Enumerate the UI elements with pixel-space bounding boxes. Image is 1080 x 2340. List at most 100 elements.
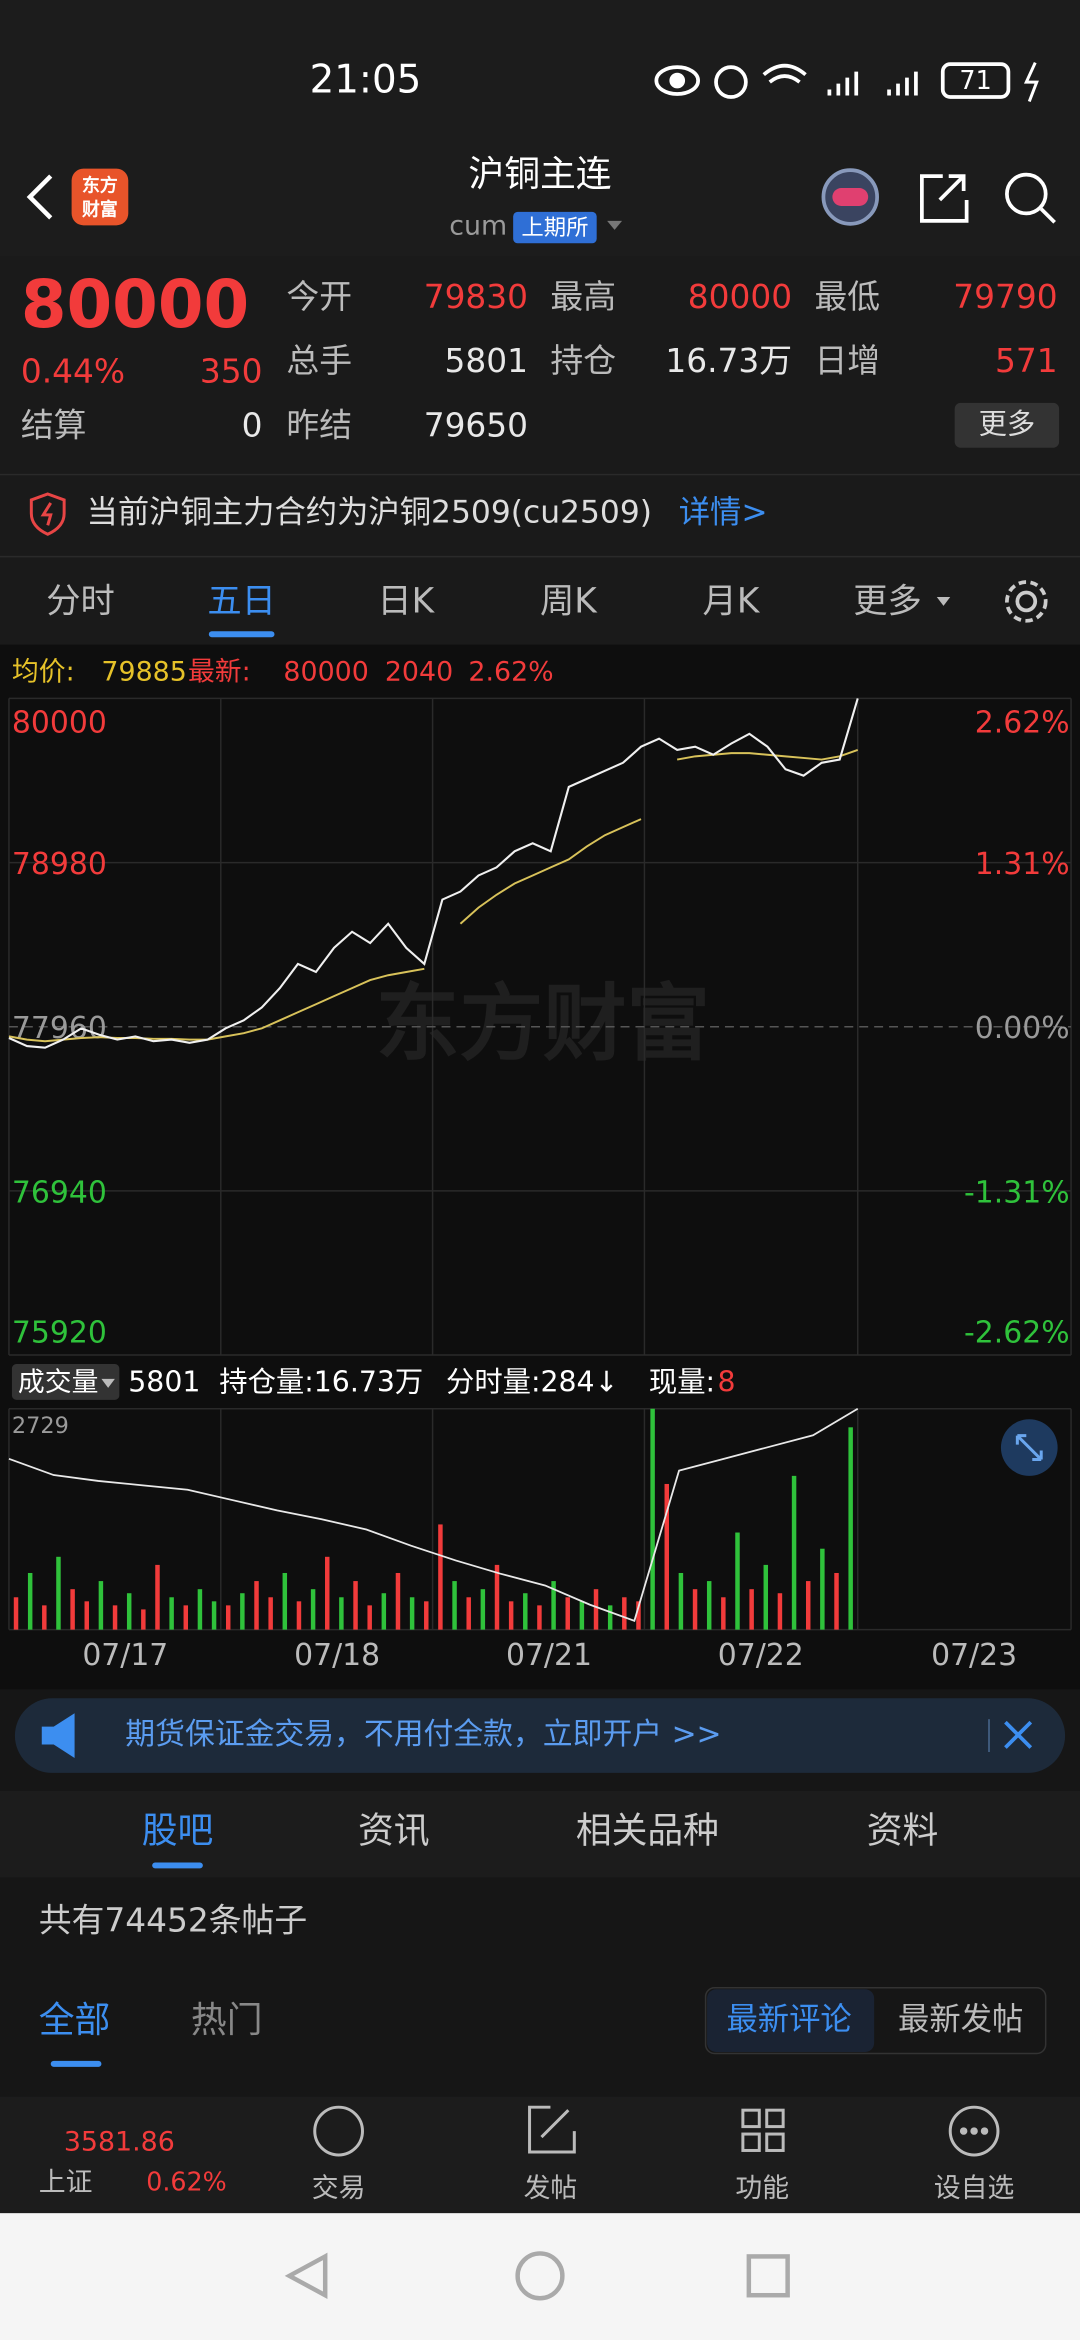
pct-label: 0.00% xyxy=(975,1011,1070,1046)
field-label: 日增 xyxy=(814,342,880,380)
index-pct: 0.62% xyxy=(146,2166,227,2196)
tab[interactable]: 周K xyxy=(540,581,598,621)
section-tab[interactable]: 相关品种 xyxy=(576,1811,719,1852)
exchange: 上期所 xyxy=(521,215,588,241)
x-tick-label: 07/23 xyxy=(931,1638,1017,1673)
field-label: 最低 xyxy=(814,278,880,316)
nav-item[interactable]: 交易 xyxy=(312,2173,366,2204)
volume-bar xyxy=(155,1564,160,1630)
field-value: 5801 xyxy=(445,342,528,380)
volume-bar xyxy=(197,1589,203,1630)
volume-bar xyxy=(494,1564,500,1630)
tab[interactable]: 五日 xyxy=(207,581,276,621)
volume-bar xyxy=(593,1589,599,1630)
field-value: 0 xyxy=(242,406,263,444)
section-underline xyxy=(152,1862,203,1869)
volume-bar xyxy=(325,1556,330,1630)
volume-bar xyxy=(692,1589,698,1630)
filter[interactable]: 全部 xyxy=(39,2000,111,2041)
field-value: 571 xyxy=(995,342,1058,380)
sort-option[interactable]: 最新评论 xyxy=(726,2002,851,2038)
pct-label: -1.31% xyxy=(964,1175,1070,1210)
sort-option[interactable]: 最新发帖 xyxy=(898,2002,1023,2038)
sort-toggle xyxy=(704,1987,1047,2055)
chart-info: 最新: xyxy=(188,657,251,688)
nav-icons xyxy=(313,2105,1000,2157)
nav-item[interactable]: 发帖 xyxy=(524,2173,578,2204)
volume-selector[interactable] xyxy=(11,1364,120,1400)
notice-text: 当前沪铜主力合约为沪铜2509(cu2509) xyxy=(87,494,652,530)
volume-bar xyxy=(664,1483,669,1630)
volume-bar xyxy=(706,1581,712,1630)
settings-icon[interactable] xyxy=(1005,580,1048,623)
tab[interactable]: 日K xyxy=(377,581,435,621)
volume-selector-label[interactable]: 成交量 xyxy=(18,1367,99,1398)
quote-bg xyxy=(0,256,1080,645)
page-title: 沪铜主连 xyxy=(468,154,611,195)
volume-bar xyxy=(56,1556,61,1630)
change-pct: 0.44% xyxy=(21,353,125,391)
volume-bar xyxy=(169,1597,174,1630)
volume-bar xyxy=(636,1601,641,1630)
index-value[interactable]: 3581.86 xyxy=(64,2127,175,2158)
volume-bar xyxy=(268,1597,273,1630)
notice-link[interactable]: 详情> xyxy=(679,494,768,530)
expand-button[interactable] xyxy=(1000,1419,1058,1476)
volume-bar xyxy=(424,1601,429,1630)
tab-underline xyxy=(208,631,275,638)
tab[interactable]: 更多 xyxy=(853,581,922,621)
section-tab[interactable]: 股吧 xyxy=(142,1811,214,1852)
volume-bar xyxy=(112,1605,118,1630)
watermark: 东方财富 xyxy=(376,975,710,1073)
volume-bar xyxy=(834,1572,839,1630)
chart-info: 均价: xyxy=(12,657,75,688)
more-button-label[interactable]: 更多 xyxy=(979,407,1036,440)
tab[interactable]: 分时 xyxy=(46,581,115,621)
volume-bar xyxy=(537,1605,542,1630)
volume-bar xyxy=(438,1524,443,1630)
field-label: 持仓 xyxy=(550,342,616,380)
now-label: 现量: xyxy=(649,1365,715,1398)
contract-code: cum xyxy=(449,210,507,241)
tab[interactable]: 月K xyxy=(703,581,761,621)
dropdown-arrow xyxy=(607,220,623,230)
volume-bar xyxy=(353,1581,358,1630)
system-nav[interactable] xyxy=(284,2251,790,2301)
y-tick-label: 78980 xyxy=(12,847,107,882)
system-nav-bg xyxy=(0,2213,1080,2340)
ad-text[interactable]: 期货保证金交易，不用付全款，立即开户 >> xyxy=(125,1717,721,1752)
volume-bar xyxy=(240,1593,245,1630)
pct-label: 1.31% xyxy=(975,847,1070,882)
volume-bar xyxy=(805,1581,811,1630)
section-tab[interactable]: 资讯 xyxy=(358,1811,430,1852)
volume-bar xyxy=(98,1581,104,1630)
filter[interactable]: 热门 xyxy=(191,2000,263,2041)
logo-text: 东方 xyxy=(82,175,118,197)
volume-bar xyxy=(70,1589,75,1630)
nav-item[interactable]: 设自选 xyxy=(934,2173,1015,2204)
megaphone-icon xyxy=(41,1713,75,1758)
volume-bar xyxy=(141,1609,146,1630)
pct-label: 2.62% xyxy=(975,705,1070,740)
y-tick-label: 76940 xyxy=(12,1175,107,1210)
pct-label: -2.62% xyxy=(964,1316,1070,1351)
volume-bar xyxy=(126,1593,132,1630)
dropdown-arrow xyxy=(101,1378,115,1388)
tick-info: 分时量:284↓ xyxy=(446,1365,618,1398)
ad-banner[interactable] xyxy=(14,1698,1066,1773)
header-icons xyxy=(821,168,1056,226)
volume-bar xyxy=(480,1589,486,1630)
chart-info: 80000 xyxy=(283,657,368,688)
close-button[interactable] xyxy=(1004,1720,1033,1749)
volume-bar xyxy=(650,1408,655,1630)
nav-item[interactable]: 功能 xyxy=(735,2173,789,2204)
more-button[interactable] xyxy=(954,402,1060,448)
section-tab[interactable]: 资料 xyxy=(867,1811,939,1852)
volume-bar xyxy=(42,1605,47,1630)
volume-bar xyxy=(735,1532,740,1630)
back-button[interactable] xyxy=(26,174,53,220)
volume-bar xyxy=(27,1572,33,1630)
volume-bar xyxy=(225,1605,231,1630)
volume-max-label: 2729 xyxy=(12,1413,69,1439)
field-label: 总手 xyxy=(286,342,352,380)
